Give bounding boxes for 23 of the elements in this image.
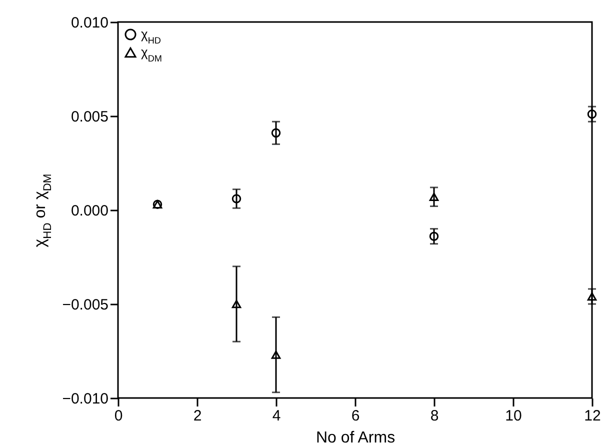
x-tick-label: 4 — [272, 408, 281, 424]
point — [232, 194, 242, 204]
x-tick-label: 12 — [584, 408, 601, 424]
point — [429, 192, 439, 201]
y-tick-label: 0.000 — [70, 202, 108, 220]
y-tick-label: 0.010 — [70, 14, 108, 32]
y-tick-label: −0.010 — [62, 390, 108, 408]
x-tick-label: 6 — [351, 408, 360, 424]
point — [271, 128, 281, 138]
y-tick-label: −0.005 — [62, 296, 108, 314]
x-axis-title: No of Arms — [316, 430, 396, 445]
point — [587, 292, 597, 301]
legend-label: χ$_{DM}$ — [141, 44, 162, 64]
x-tick-label: 10 — [505, 408, 522, 424]
point — [587, 110, 597, 119]
point — [271, 350, 281, 359]
legend-label: χ$_{HD}$ — [141, 26, 162, 46]
point — [429, 232, 439, 241]
x-tick-label: 8 — [430, 408, 439, 424]
x-tick-label: 2 — [193, 408, 202, 424]
point — [232, 300, 242, 308]
y-tick-label: 0.005 — [70, 108, 108, 126]
x-tick-label: 0 — [114, 408, 123, 424]
